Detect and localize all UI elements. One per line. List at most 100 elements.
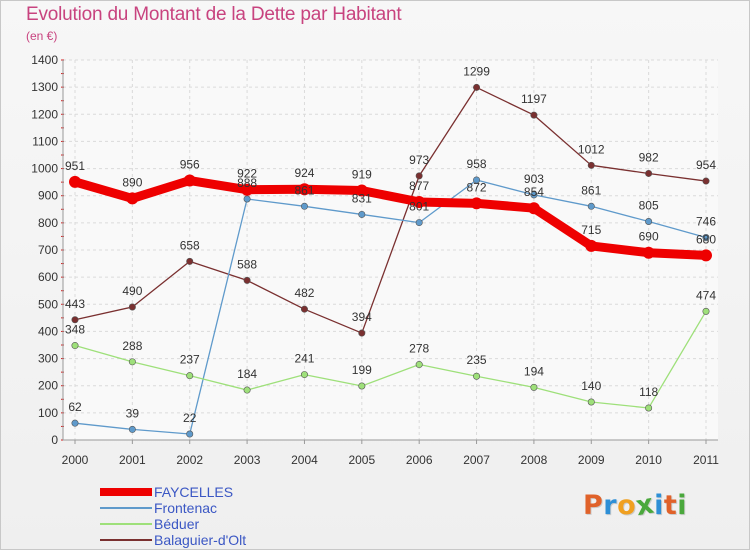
data-point (243, 276, 251, 284)
proxiti-logo: Proxiti (583, 489, 688, 523)
chart-subtitle: (en €) (26, 29, 58, 43)
line-chart: 0 100 200 300 400 500 600 700 800 900 1000 1100 1200… (31, 53, 719, 467)
data-label: 235 (467, 353, 487, 367)
data-point (642, 246, 655, 259)
x-tick-label: 2007 (463, 453, 490, 467)
data-point (298, 183, 311, 196)
data-label: 62 (68, 400, 82, 414)
data-point (645, 404, 653, 412)
y-tick-label: 400 (38, 324, 58, 338)
x-tick-label: 2010 (635, 453, 662, 467)
legend-swatch-beduer (100, 523, 152, 525)
data-point (71, 316, 79, 324)
data-point (358, 329, 366, 337)
data-point (183, 174, 196, 187)
data-label: 861 (581, 183, 601, 197)
data-label: 1012 (578, 142, 605, 156)
data-label: 22 (183, 411, 197, 425)
data-point (71, 342, 79, 350)
data-label: 861 (294, 183, 314, 197)
data-point (527, 202, 540, 215)
data-point (530, 191, 538, 199)
data-label: 184 (237, 367, 257, 381)
legend-item-faycelles: FAYCELLES (100, 484, 246, 500)
data-point (186, 372, 194, 380)
data-label: 890 (122, 175, 142, 189)
data-label: 715 (581, 223, 601, 237)
series-line-faycelles (70, 176, 711, 260)
data-point (128, 303, 136, 311)
data-point (358, 382, 366, 390)
data-label: 348 (65, 323, 85, 337)
x-tick-label: 2011 (693, 453, 719, 467)
data-point (700, 249, 712, 262)
x-tick-label: 2000 (62, 453, 89, 467)
logo-letter: P (583, 490, 604, 521)
data-label: 922 (237, 167, 257, 181)
x-tick-label: 2003 (234, 453, 261, 467)
data-label: 443 (65, 297, 85, 311)
data-label: 801 (409, 200, 429, 214)
y-tick-label: 500 (38, 297, 58, 311)
y-tick-label: 0 (51, 433, 58, 447)
x-tick-label: 2006 (406, 453, 433, 467)
data-label: 872 (467, 180, 487, 194)
data-point (473, 176, 481, 184)
data-point (413, 195, 426, 208)
data-point (587, 398, 595, 406)
data-label: 199 (352, 363, 372, 377)
legend-label: Frontenac (154, 500, 218, 516)
data-label: 237 (180, 353, 200, 367)
data-point (71, 419, 79, 427)
data-point (415, 172, 423, 180)
x-tick-label: 2002 (176, 453, 203, 467)
series-line-balaguierdolt (74, 86, 707, 334)
data-point (587, 202, 595, 210)
y-tick-label: 700 (38, 243, 58, 257)
y-tick-label: 1000 (31, 162, 58, 176)
y-tick-label: 100 (38, 406, 58, 420)
data-point (300, 202, 308, 210)
x-tick-label: 2001 (119, 453, 146, 467)
data-label: 288 (122, 339, 142, 353)
series-line-frontenac (74, 179, 707, 435)
data-label: 973 (409, 153, 429, 167)
data-label: 278 (409, 342, 429, 356)
data-label: 958 (467, 157, 487, 171)
data-label: 118 (639, 385, 658, 399)
y-tick-label: 600 (38, 270, 58, 284)
data-point (243, 195, 251, 203)
data-label: 956 (180, 158, 200, 172)
data-label: 394 (352, 310, 372, 324)
data-label: 658 (180, 238, 200, 252)
data-label: 919 (352, 168, 372, 182)
legend-label: Balaguier-d'Olt (154, 532, 247, 548)
data-label: 588 (237, 257, 257, 271)
data-point (415, 361, 423, 369)
logo-letter: o (617, 490, 637, 521)
chart-title: Evolution du Montant de la Dette par Hab… (26, 4, 402, 25)
legend-item-frontenac: Frontenac (100, 500, 246, 516)
logo-letter: t (663, 490, 678, 521)
data-point (587, 161, 595, 169)
y-tick-label: 900 (38, 189, 58, 203)
data-label: 1197 (521, 92, 547, 106)
data-label: 903 (524, 172, 544, 186)
y-tick-label: 300 (38, 352, 58, 366)
logo-letter: i (677, 490, 688, 521)
data-point (530, 111, 538, 119)
logo-letter: r (603, 490, 618, 521)
data-label: 39 (126, 406, 140, 420)
data-label: 854 (524, 185, 544, 199)
data-label: 924 (294, 166, 314, 180)
x-tick-label: 2009 (578, 453, 605, 467)
data-point (300, 371, 308, 379)
data-label: 1299 (463, 64, 490, 78)
data-label: 680 (696, 232, 716, 246)
data-point (243, 386, 251, 394)
data-label: 746 (696, 215, 716, 229)
data-label: 951 (65, 159, 85, 173)
chart-legend: FAYCELLES Frontenac Béduer Balaguier-d'O… (100, 484, 246, 548)
data-point (186, 430, 194, 438)
data-point (702, 177, 710, 185)
